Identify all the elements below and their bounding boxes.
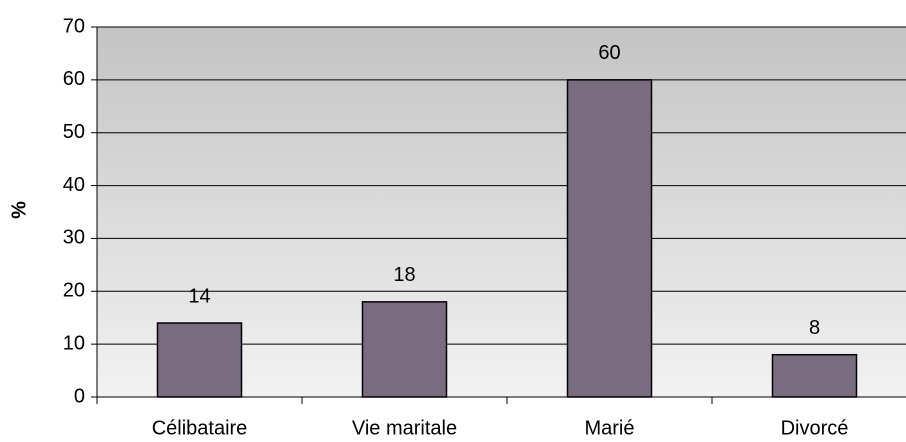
data-label: 8 <box>809 317 820 339</box>
x-tick-label: Divorcé <box>781 417 849 439</box>
y-tick-label: 70 <box>63 15 85 37</box>
y-tick-label: 0 <box>74 385 85 407</box>
y-tick-label: 40 <box>63 174 85 196</box>
x-tick-label: Marié <box>584 417 634 439</box>
data-label: 18 <box>393 264 415 286</box>
data-label: 14 <box>188 285 210 307</box>
y-tick-label: 60 <box>63 68 85 90</box>
y-tick-label: 30 <box>63 227 85 249</box>
data-label: 60 <box>598 42 620 64</box>
y-tick-label: 50 <box>63 121 85 143</box>
x-tick-label: Vie maritale <box>352 417 457 439</box>
bar <box>566 79 653 398</box>
x-tick-label: Célibataire <box>152 417 248 439</box>
y-tick-label: 20 <box>63 280 85 302</box>
bar <box>361 301 448 398</box>
bar <box>771 353 858 398</box>
bar <box>156 322 243 398</box>
y-axis-label: % <box>8 201 30 219</box>
y-tick-label: 10 <box>63 332 85 354</box>
